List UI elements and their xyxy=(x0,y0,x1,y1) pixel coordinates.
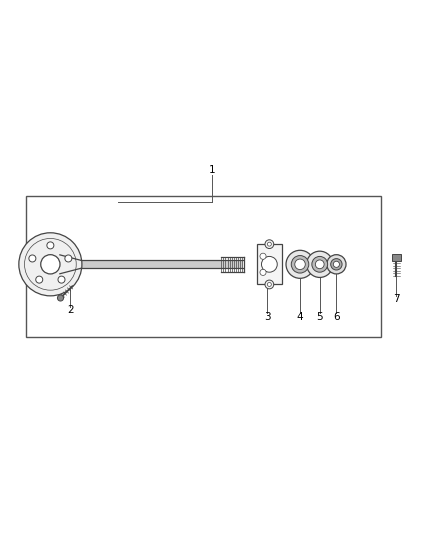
Circle shape xyxy=(315,260,324,269)
Circle shape xyxy=(19,233,82,296)
Circle shape xyxy=(267,242,271,246)
Circle shape xyxy=(331,259,342,270)
Text: 1: 1 xyxy=(209,165,216,175)
Circle shape xyxy=(286,251,314,278)
Circle shape xyxy=(260,253,266,260)
Bar xyxy=(81,260,243,268)
Circle shape xyxy=(58,276,65,283)
Circle shape xyxy=(265,240,274,248)
Text: 7: 7 xyxy=(393,294,400,304)
Circle shape xyxy=(47,242,54,249)
Circle shape xyxy=(307,251,333,278)
Bar xyxy=(257,244,282,285)
Circle shape xyxy=(261,256,277,272)
Text: 5: 5 xyxy=(316,312,323,322)
Circle shape xyxy=(65,255,72,262)
Circle shape xyxy=(36,276,43,283)
Circle shape xyxy=(327,255,346,274)
Circle shape xyxy=(260,269,266,276)
Circle shape xyxy=(265,280,274,289)
Circle shape xyxy=(312,256,328,272)
Bar xyxy=(26,197,381,336)
Text: 3: 3 xyxy=(264,312,271,322)
Bar xyxy=(392,254,401,261)
Circle shape xyxy=(291,255,309,273)
Circle shape xyxy=(57,295,64,301)
Circle shape xyxy=(295,259,305,270)
Text: 6: 6 xyxy=(333,312,340,322)
Circle shape xyxy=(333,261,339,268)
Circle shape xyxy=(41,255,60,274)
Text: 4: 4 xyxy=(297,312,304,322)
Circle shape xyxy=(267,282,271,286)
Text: 2: 2 xyxy=(67,305,74,316)
Circle shape xyxy=(29,255,36,262)
